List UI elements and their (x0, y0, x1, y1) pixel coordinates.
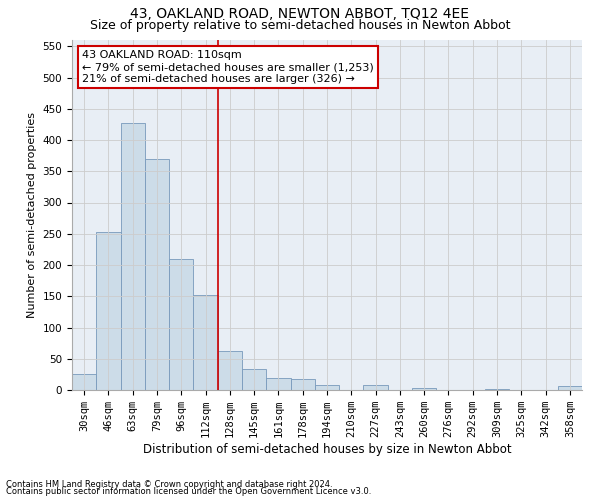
Bar (242, 370, 266, 390)
Bar (266, 378, 290, 390)
Text: Contains public sector information licensed under the Open Government Licence v3: Contains public sector information licen… (6, 488, 371, 496)
Text: Size of property relative to semi-detached houses in Newton Abbot: Size of property relative to semi-detach… (90, 18, 510, 32)
Bar (315, 385, 339, 390)
Text: 43 OAKLAND ROAD: 110sqm
← 79% of semi-detached houses are smaller (1,253)
21% of: 43 OAKLAND ROAD: 110sqm ← 79% of semi-de… (82, 50, 374, 84)
Text: Contains HM Land Registry data © Crown copyright and database right 2024.: Contains HM Land Registry data © Crown c… (6, 480, 332, 489)
Bar (169, 259, 193, 390)
Bar (72, 374, 96, 390)
Bar (218, 350, 242, 390)
X-axis label: Distribution of semi-detached houses by size in Newton Abbot: Distribution of semi-detached houses by … (143, 443, 511, 456)
Bar (412, 388, 436, 390)
Bar (290, 380, 315, 390)
Bar (121, 122, 145, 390)
Bar (485, 389, 509, 390)
Y-axis label: Number of semi-detached properties: Number of semi-detached properties (27, 112, 37, 318)
Bar (193, 295, 218, 390)
Bar (145, 159, 169, 390)
Bar (96, 232, 121, 390)
Bar (558, 386, 582, 390)
Bar (364, 385, 388, 390)
Text: 43, OAKLAND ROAD, NEWTON ABBOT, TQ12 4EE: 43, OAKLAND ROAD, NEWTON ABBOT, TQ12 4EE (131, 8, 470, 22)
